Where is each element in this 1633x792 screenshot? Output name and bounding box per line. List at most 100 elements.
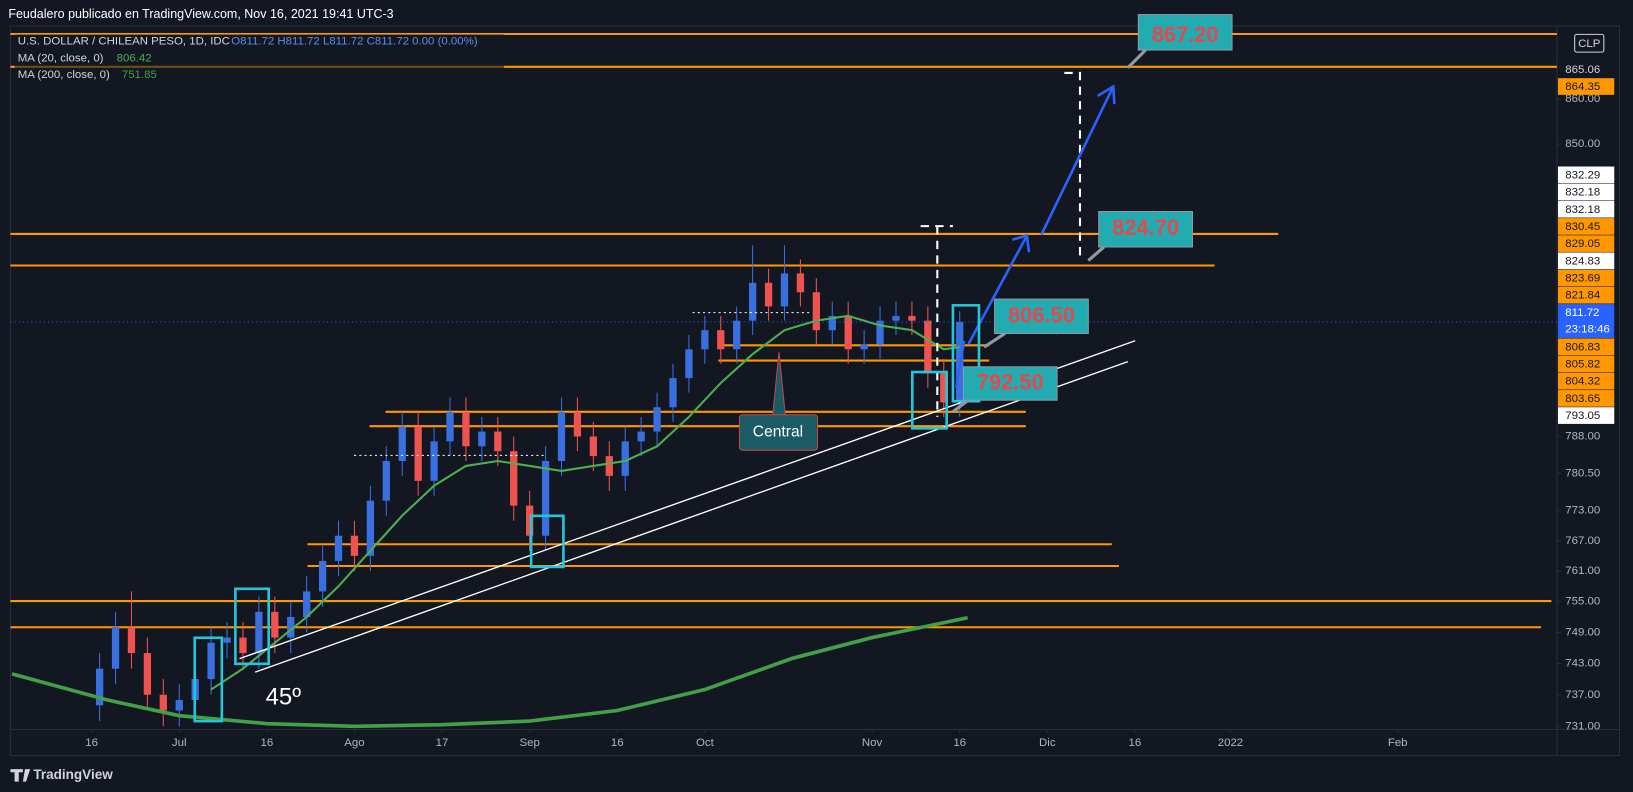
candle-body — [541, 461, 550, 536]
ma-line — [210, 314, 960, 691]
highlight-box — [911, 370, 948, 430]
price-label-bg — [1558, 269, 1615, 287]
price-label: 829.05 — [1565, 238, 1600, 250]
candle-body — [462, 412, 470, 447]
countdown: 23:18:46 — [1565, 324, 1610, 336]
callout-text: 792.50 — [977, 369, 1044, 394]
price-label: 823.69 — [1565, 273, 1600, 285]
ma-line — [11, 615, 968, 729]
callout-text: Central — [753, 424, 803, 441]
price-label: 821.84 — [1565, 290, 1601, 302]
x-tick-label: Oct — [696, 737, 715, 749]
price-label: 864.35 — [1565, 81, 1600, 93]
candle-body — [287, 616, 295, 638]
price-label: 824.83 — [1565, 255, 1600, 267]
candle-body — [764, 282, 773, 307]
y-tick-label: 850.00 — [1565, 138, 1600, 150]
price-label-bg — [1558, 252, 1615, 270]
candle-body — [844, 315, 852, 350]
candle-body — [223, 637, 231, 643]
candle-body — [748, 282, 757, 321]
candle-body — [494, 431, 502, 452]
price-label-bg — [1558, 166, 1615, 184]
x-tick-label: 16 — [1129, 737, 1142, 749]
price-label-bg — [1558, 60, 1615, 78]
x-tick-label: Nov — [862, 737, 883, 749]
y-tick-label: 773.00 — [1565, 505, 1600, 517]
callout-pointer — [1087, 245, 1105, 262]
candle-body — [605, 456, 613, 476]
candle-body — [430, 441, 438, 481]
candle-body — [478, 431, 486, 447]
x-tick-label: 16 — [260, 737, 273, 749]
legend-value: 751.85 — [122, 69, 157, 81]
candle-body — [95, 668, 104, 706]
drawings: 867.20 824.70 806.50 792.50 Central 45º — [193, 14, 1233, 723]
candle-body — [589, 436, 598, 457]
plot — [10, 32, 1557, 729]
y-tick-label: 860.00 — [1565, 93, 1600, 105]
price-axis: 16 Jul 16 Ago 17 Sep 16 Oct Nov 16 Dic 16 2022 Feb 860… — [85, 60, 1615, 749]
candle-body — [271, 611, 279, 638]
legend-backdrop — [14, 34, 505, 85]
price-label-bg — [1558, 218, 1615, 235]
price-label: 830.45 — [1565, 221, 1600, 233]
candle-body — [175, 699, 183, 711]
price-label: 803.65 — [1565, 393, 1600, 405]
candle-body — [446, 412, 454, 442]
price-label-bg — [1558, 338, 1615, 356]
callout-box — [1137, 14, 1233, 51]
candle-body — [398, 426, 406, 462]
brand: TradingView — [33, 767, 113, 782]
price-label-bg — [1558, 200, 1615, 218]
y-tick-label: 749.00 — [1565, 626, 1600, 638]
price-label-bg — [1558, 235, 1615, 252]
y-tick-label: 767.00 — [1565, 535, 1600, 547]
legend-entry: MA (200, close, 0) — [18, 69, 110, 81]
candle-body — [828, 315, 836, 331]
callout-pointer — [952, 398, 970, 413]
candle-body — [653, 407, 661, 432]
x-tick-label: Jul — [172, 737, 187, 749]
price-label: 811.72 — [1565, 307, 1599, 319]
highlight-box — [529, 514, 565, 569]
price-label-bg — [1558, 355, 1615, 373]
y-tick-label: 755.00 — [1565, 596, 1600, 608]
candle-body — [780, 273, 789, 307]
price-label-bg — [1558, 78, 1615, 95]
price-label: 793.05 — [1565, 410, 1600, 422]
price-label: 832.29 — [1565, 169, 1600, 181]
y-tick-label: 761.00 — [1565, 565, 1600, 577]
candle-body — [637, 431, 645, 442]
candle-body — [621, 441, 629, 476]
brand-logo — [10, 769, 31, 782]
price-label-bg — [1558, 183, 1615, 201]
candle-body — [908, 315, 916, 321]
candle-body — [111, 627, 120, 669]
x-tick-label: Ago — [344, 737, 364, 749]
candle-body — [318, 560, 327, 592]
legend-value: 806.42 — [117, 52, 152, 64]
angle-label: 45º — [266, 684, 302, 711]
dashed-line — [1064, 71, 1082, 261]
price-label: 832.18 — [1565, 204, 1600, 216]
candle-body — [526, 505, 534, 536]
price-label-bg — [1558, 390, 1615, 407]
x-tick-label: 2022 — [1218, 737, 1243, 749]
arrow — [955, 340, 966, 388]
price-label: 832.18 — [1565, 187, 1600, 199]
candle-body — [669, 378, 677, 408]
callout-box — [1098, 211, 1193, 248]
candle-body — [350, 535, 359, 556]
price-label-bg — [1558, 304, 1615, 338]
highlight-box — [234, 587, 270, 666]
symbol-title: U.S. DOLLAR / CHILEAN PESO, 1D, IDC — [18, 36, 230, 48]
callout-text: 824.70 — [1112, 215, 1179, 240]
candle-body — [159, 694, 167, 711]
price-label-bg — [1558, 286, 1615, 304]
candle-body — [303, 591, 311, 617]
candle-body — [239, 637, 247, 654]
y-tick-label: 731.00 — [1565, 720, 1600, 732]
trend-line — [254, 360, 1129, 673]
